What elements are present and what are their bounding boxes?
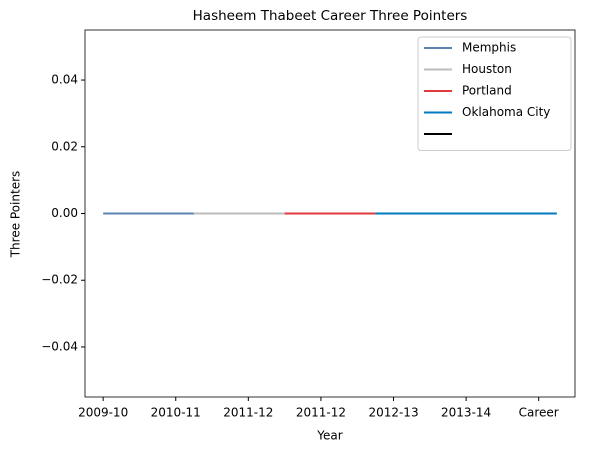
- plot-frame: [84, 29, 576, 398]
- x-tick-label: 2013-14: [441, 406, 491, 420]
- legend-label: Oklahoma City: [462, 105, 550, 119]
- x-tick-label: 2011-12: [296, 406, 346, 420]
- y-tick-label: −0.04: [41, 339, 78, 353]
- legend-label: Portland: [462, 84, 512, 98]
- y-tick-label: 0.02: [51, 139, 78, 153]
- y-tick-label: 0.04: [51, 73, 78, 87]
- x-tick-label: 2009-10: [78, 406, 128, 420]
- legend-box: [417, 36, 572, 151]
- y-axis-label: Three Pointers: [9, 171, 23, 259]
- x-tick-label: 2010-11: [151, 406, 201, 420]
- chart-title: Hasheem Thabeet Career Three Pointers: [193, 8, 468, 24]
- y-tick-label: 0.00: [51, 206, 78, 220]
- x-tick-label: Career: [519, 406, 559, 420]
- x-tick-label: 2012-13: [368, 406, 418, 420]
- x-axis-label: Year: [316, 429, 342, 443]
- y-tick-label: −0.02: [41, 273, 78, 287]
- legend-label: Houston: [462, 62, 512, 76]
- legend-label: Memphis: [462, 41, 516, 55]
- x-tick-label: 2011-12: [223, 406, 273, 420]
